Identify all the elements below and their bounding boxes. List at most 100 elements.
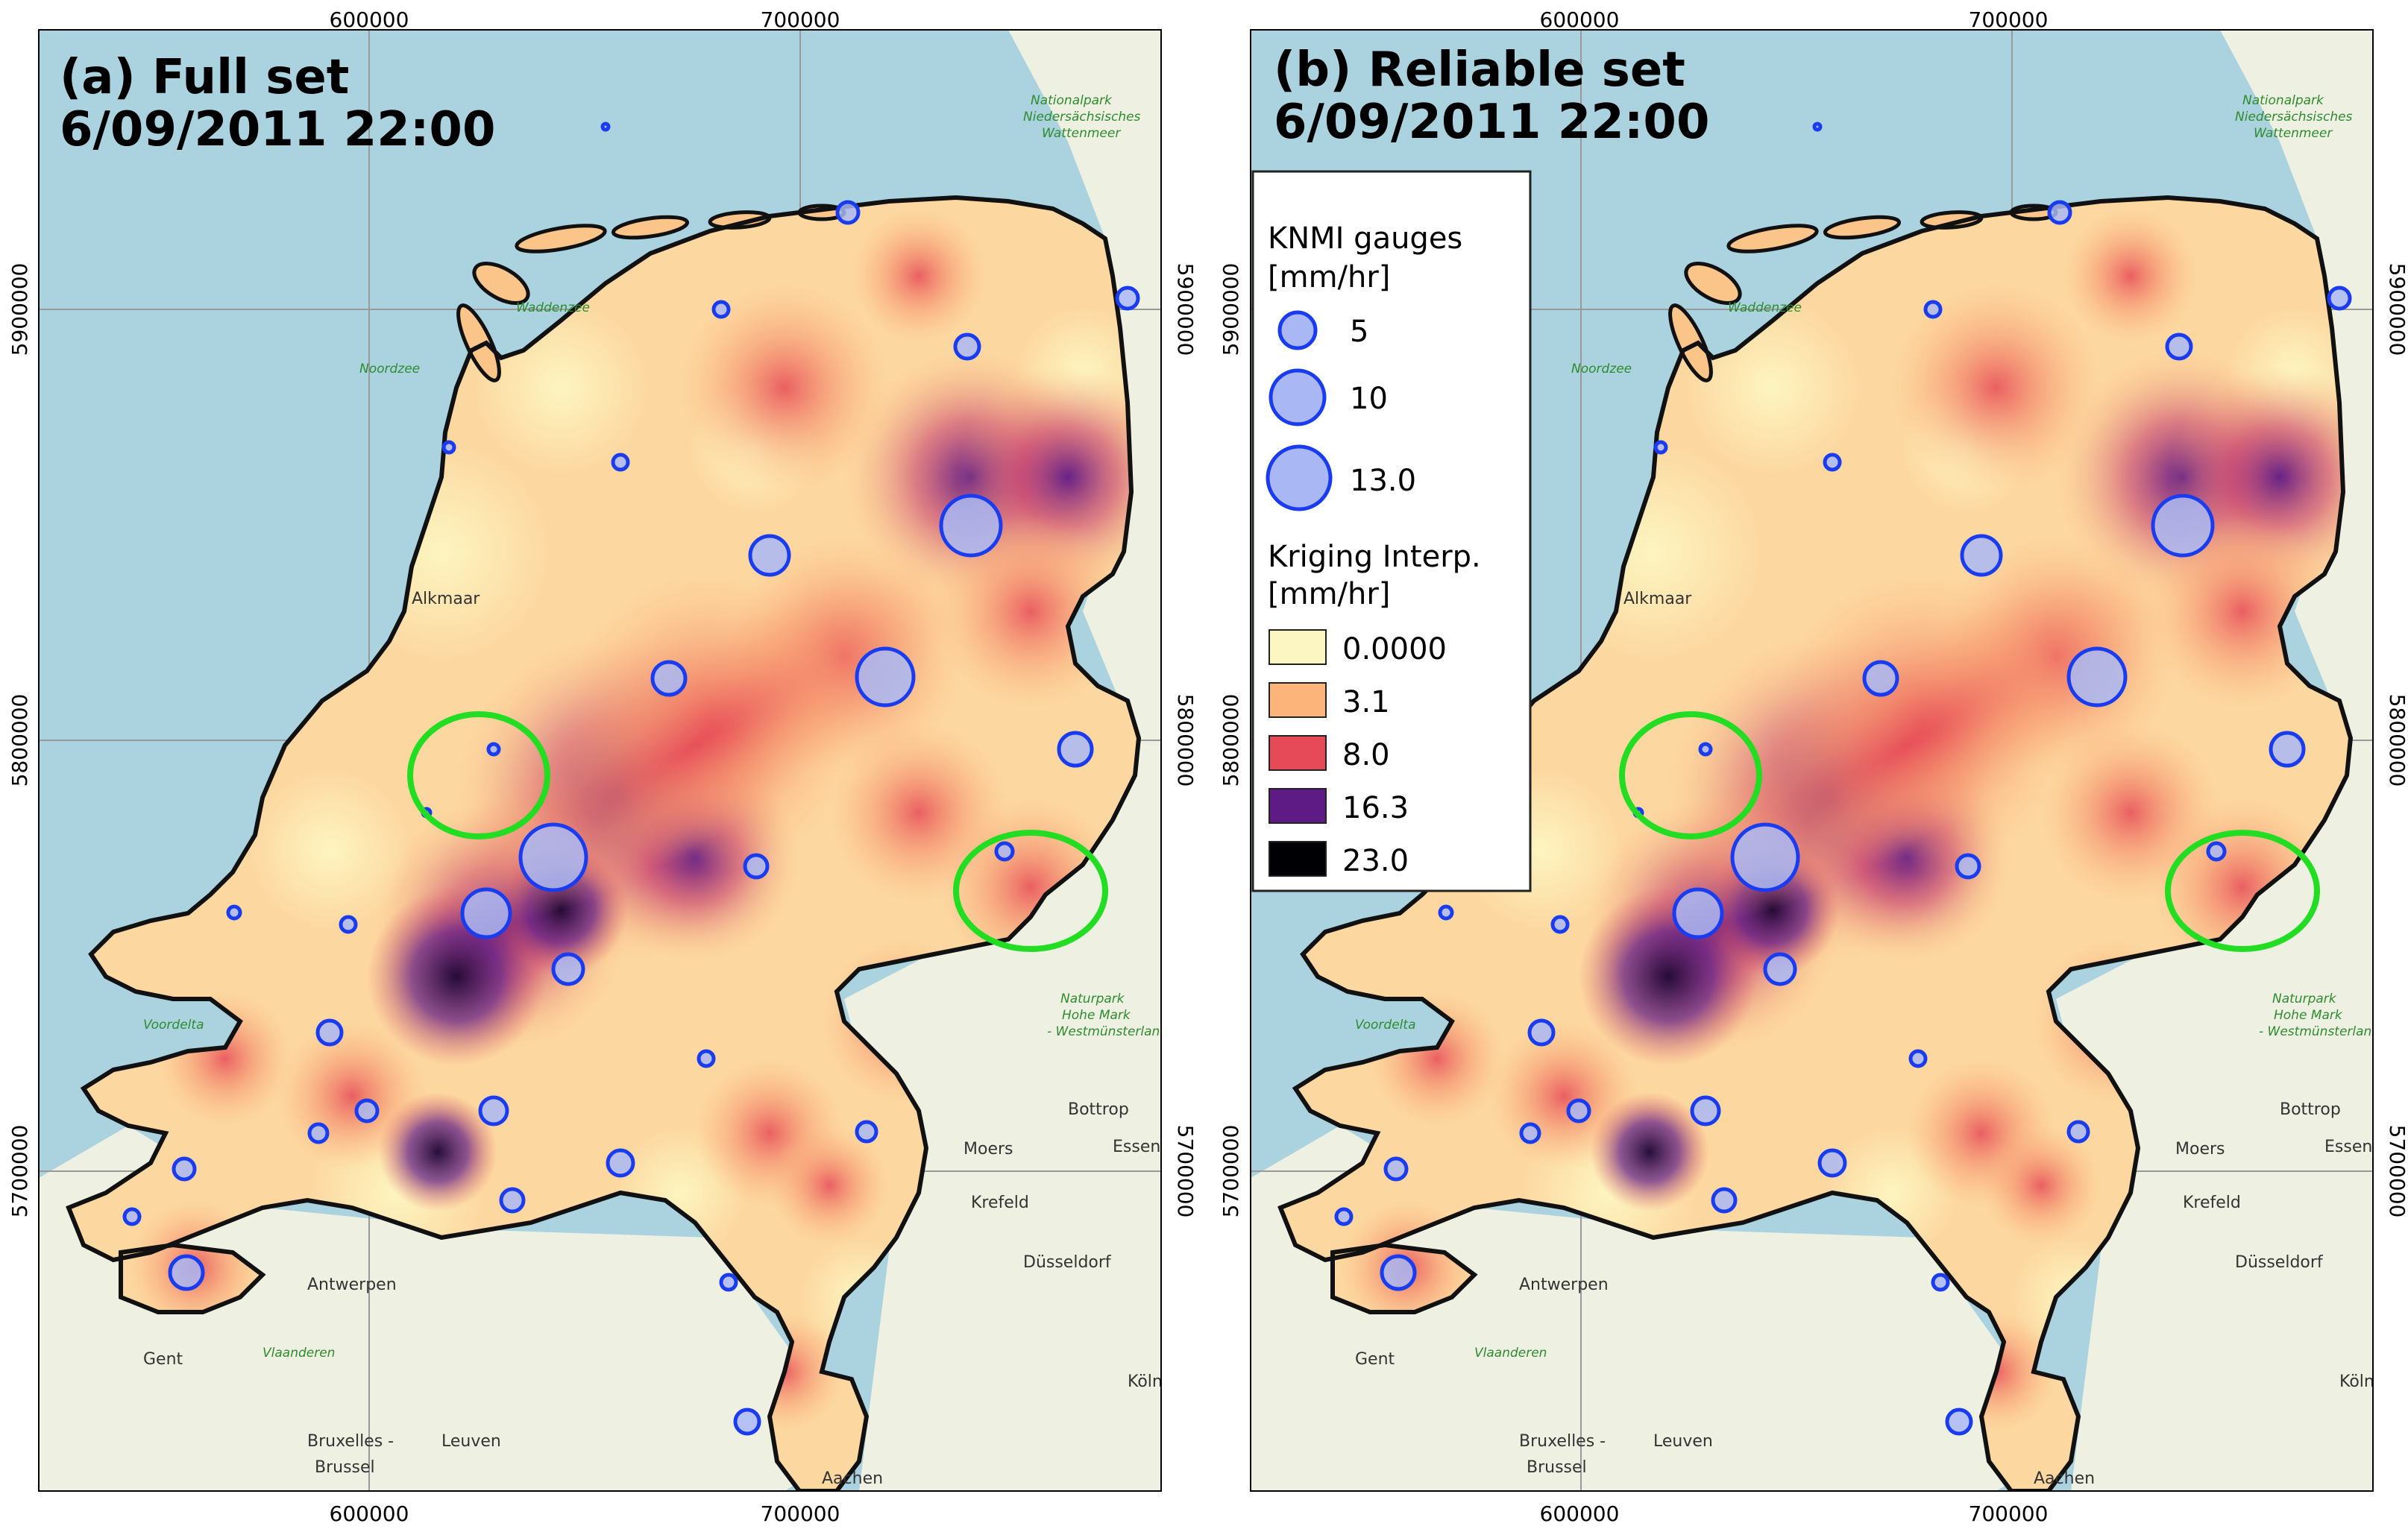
- map-place-label: Hohe Mark: [1062, 1008, 1131, 1023]
- x-ticks-bottom: 600000 700000 600000 700000: [330, 1501, 2049, 1526]
- rain-gauge-marker: [2047, 200, 2072, 225]
- map-place-label: Essen: [2324, 1138, 2372, 1156]
- rain-gauge-marker: [1380, 1254, 1417, 1291]
- x-tick-label: 700000: [1969, 7, 2049, 32]
- legend-gauge-symbol: [1266, 444, 1333, 511]
- map-place-label: Noordzee: [1571, 362, 1632, 376]
- map-place-label: Bottrop: [2280, 1100, 2341, 1119]
- rain-gauge-marker: [1923, 300, 1943, 319]
- map-place-label: Waddenzee: [1728, 300, 1802, 315]
- rain-gauge-marker: [460, 887, 512, 939]
- rain-gauge-marker: [226, 904, 242, 921]
- legend-gauge-symbol: [1277, 310, 1318, 350]
- map-place-label: Aachen: [2034, 1469, 2095, 1488]
- panel-b-title: (b) Reliable set 6/09/2011 22:00: [1274, 42, 1709, 150]
- rain-gauge-marker: [939, 494, 1003, 558]
- rain-gauge-marker: [1823, 453, 1842, 472]
- map-place-label: Moers: [963, 1140, 1013, 1159]
- map-place-label: Noordzee: [359, 362, 420, 376]
- legend-class-label: 0.0000: [1342, 632, 1447, 666]
- map-place-label: Bruxelles -: [307, 1432, 394, 1451]
- map-place-label: Köln: [2339, 1372, 2374, 1391]
- x-tick-label: 700000: [1969, 1501, 2049, 1526]
- wadden-island: [1684, 262, 1742, 305]
- map-place-label: Leuven: [441, 1432, 501, 1451]
- rain-gauge-marker: [1931, 1273, 1950, 1292]
- high-rain-area: [852, 209, 986, 343]
- map-place-label: Aachen: [822, 1469, 883, 1488]
- map-place-label: Naturpark: [2272, 992, 2337, 1006]
- highlight-ring: [1619, 711, 1762, 839]
- map-place-label: Alkmaar: [412, 590, 480, 608]
- y-tick-label: 5800000: [1173, 694, 1198, 787]
- rain-gauge-marker: [855, 646, 916, 707]
- rain-gauge-marker: [486, 742, 501, 757]
- highlight-ring: [953, 830, 1108, 952]
- x-tick-label: 700000: [761, 7, 840, 32]
- y-tick-label: 5900000: [1173, 263, 1198, 356]
- wadden-island: [515, 224, 607, 253]
- rain-gauge-marker: [650, 660, 688, 697]
- legend-swatch: [1269, 629, 1327, 665]
- legend-swatch: [1269, 682, 1327, 718]
- rain-gauge-marker: [2165, 332, 2193, 361]
- map-place-label: Vlaanderen: [1474, 1346, 1547, 1361]
- high-rain-area: [1892, 283, 2101, 492]
- y-tick-label: 5800000: [7, 694, 32, 787]
- y-tick-label: 5700000: [1173, 1125, 1198, 1218]
- rain-gauge-marker: [2151, 494, 2215, 558]
- map-panel-a: Nationalpark Niedersächsisches Wattenmeer N…: [38, 29, 1168, 1492]
- high-rain-area: [680, 283, 889, 492]
- rain-gauge-marker: [2269, 731, 2306, 768]
- legend-kriging-title: Kriging Interp.: [1268, 540, 1481, 574]
- x-tick-label: 600000: [330, 7, 409, 32]
- legend-gauges-title: KNMI gauges: [1268, 221, 1462, 256]
- rain-gauge-marker: [1763, 952, 1797, 986]
- legend-swatch: [1269, 841, 1327, 877]
- rain-gauge-marker: [697, 1049, 716, 1068]
- rain-gauge-marker: [1438, 904, 1454, 921]
- rain-gauge-marker: [499, 1187, 526, 1214]
- panel-timestamp: 6/09/2011 22:00: [60, 102, 495, 157]
- rain-gauge-marker: [1730, 822, 1800, 892]
- map-place-label: Voordelta: [143, 1018, 204, 1033]
- rain-gauge-marker: [953, 332, 981, 361]
- rain-gauge-marker: [1711, 1187, 1738, 1214]
- rain-gauge-marker: [339, 915, 358, 934]
- rain-gauge-marker: [994, 841, 1015, 862]
- y-tick-label: 5700000: [2385, 1125, 2408, 1218]
- legend-swatch: [1269, 788, 1327, 824]
- map-place-label: Alkmaar: [1623, 590, 1692, 608]
- rain-gauge-marker: [1519, 1122, 1541, 1144]
- x-tick-label: 700000: [761, 1501, 840, 1526]
- panel-title: (a) Full set: [60, 50, 349, 105]
- rain-gauge-marker: [748, 534, 791, 577]
- high-rain-area: [770, 1126, 889, 1245]
- x-tick-label: 600000: [1540, 1501, 1620, 1526]
- map-place-label: Gent: [143, 1350, 183, 1369]
- legend-gauge-label: 13.0: [1350, 464, 1416, 498]
- legend-gauge-label: 10: [1350, 382, 1388, 416]
- rain-gauge-marker: [1672, 887, 1724, 939]
- rain-gauge-marker: [1908, 1049, 1928, 1068]
- map-place-label: Düsseldorf: [2235, 1253, 2324, 1272]
- map-place-label: - Westmünsterland: [1047, 1024, 1168, 1039]
- rain-gauge-marker: [551, 952, 585, 986]
- rain-gauge-marker: [478, 1095, 509, 1126]
- x-tick-label: 600000: [1540, 7, 1620, 32]
- wadden-island: [1668, 303, 1713, 382]
- rain-gauge-marker: [1115, 286, 1140, 311]
- rain-gauge-marker: [855, 1120, 878, 1144]
- map-place-label: Nationalpark: [2242, 93, 2324, 108]
- map-place-label: Köln: [1128, 1372, 1163, 1391]
- map-place-label: Bruxelles -: [1519, 1432, 1606, 1451]
- map-place-label: Bottrop: [1068, 1100, 1129, 1119]
- map-place-label: Niedersächsisches: [1023, 110, 1141, 124]
- rain-gauge-marker: [1690, 1095, 1721, 1126]
- map-place-label: Voordelta: [1355, 1018, 1415, 1033]
- wadden-island: [1823, 215, 1902, 240]
- rain-gauge-marker: [2066, 646, 2128, 707]
- y-tick-label: 5700000: [7, 1125, 32, 1218]
- rain-gauge-marker: [733, 1408, 761, 1436]
- rain-gauge-marker: [1698, 742, 1713, 757]
